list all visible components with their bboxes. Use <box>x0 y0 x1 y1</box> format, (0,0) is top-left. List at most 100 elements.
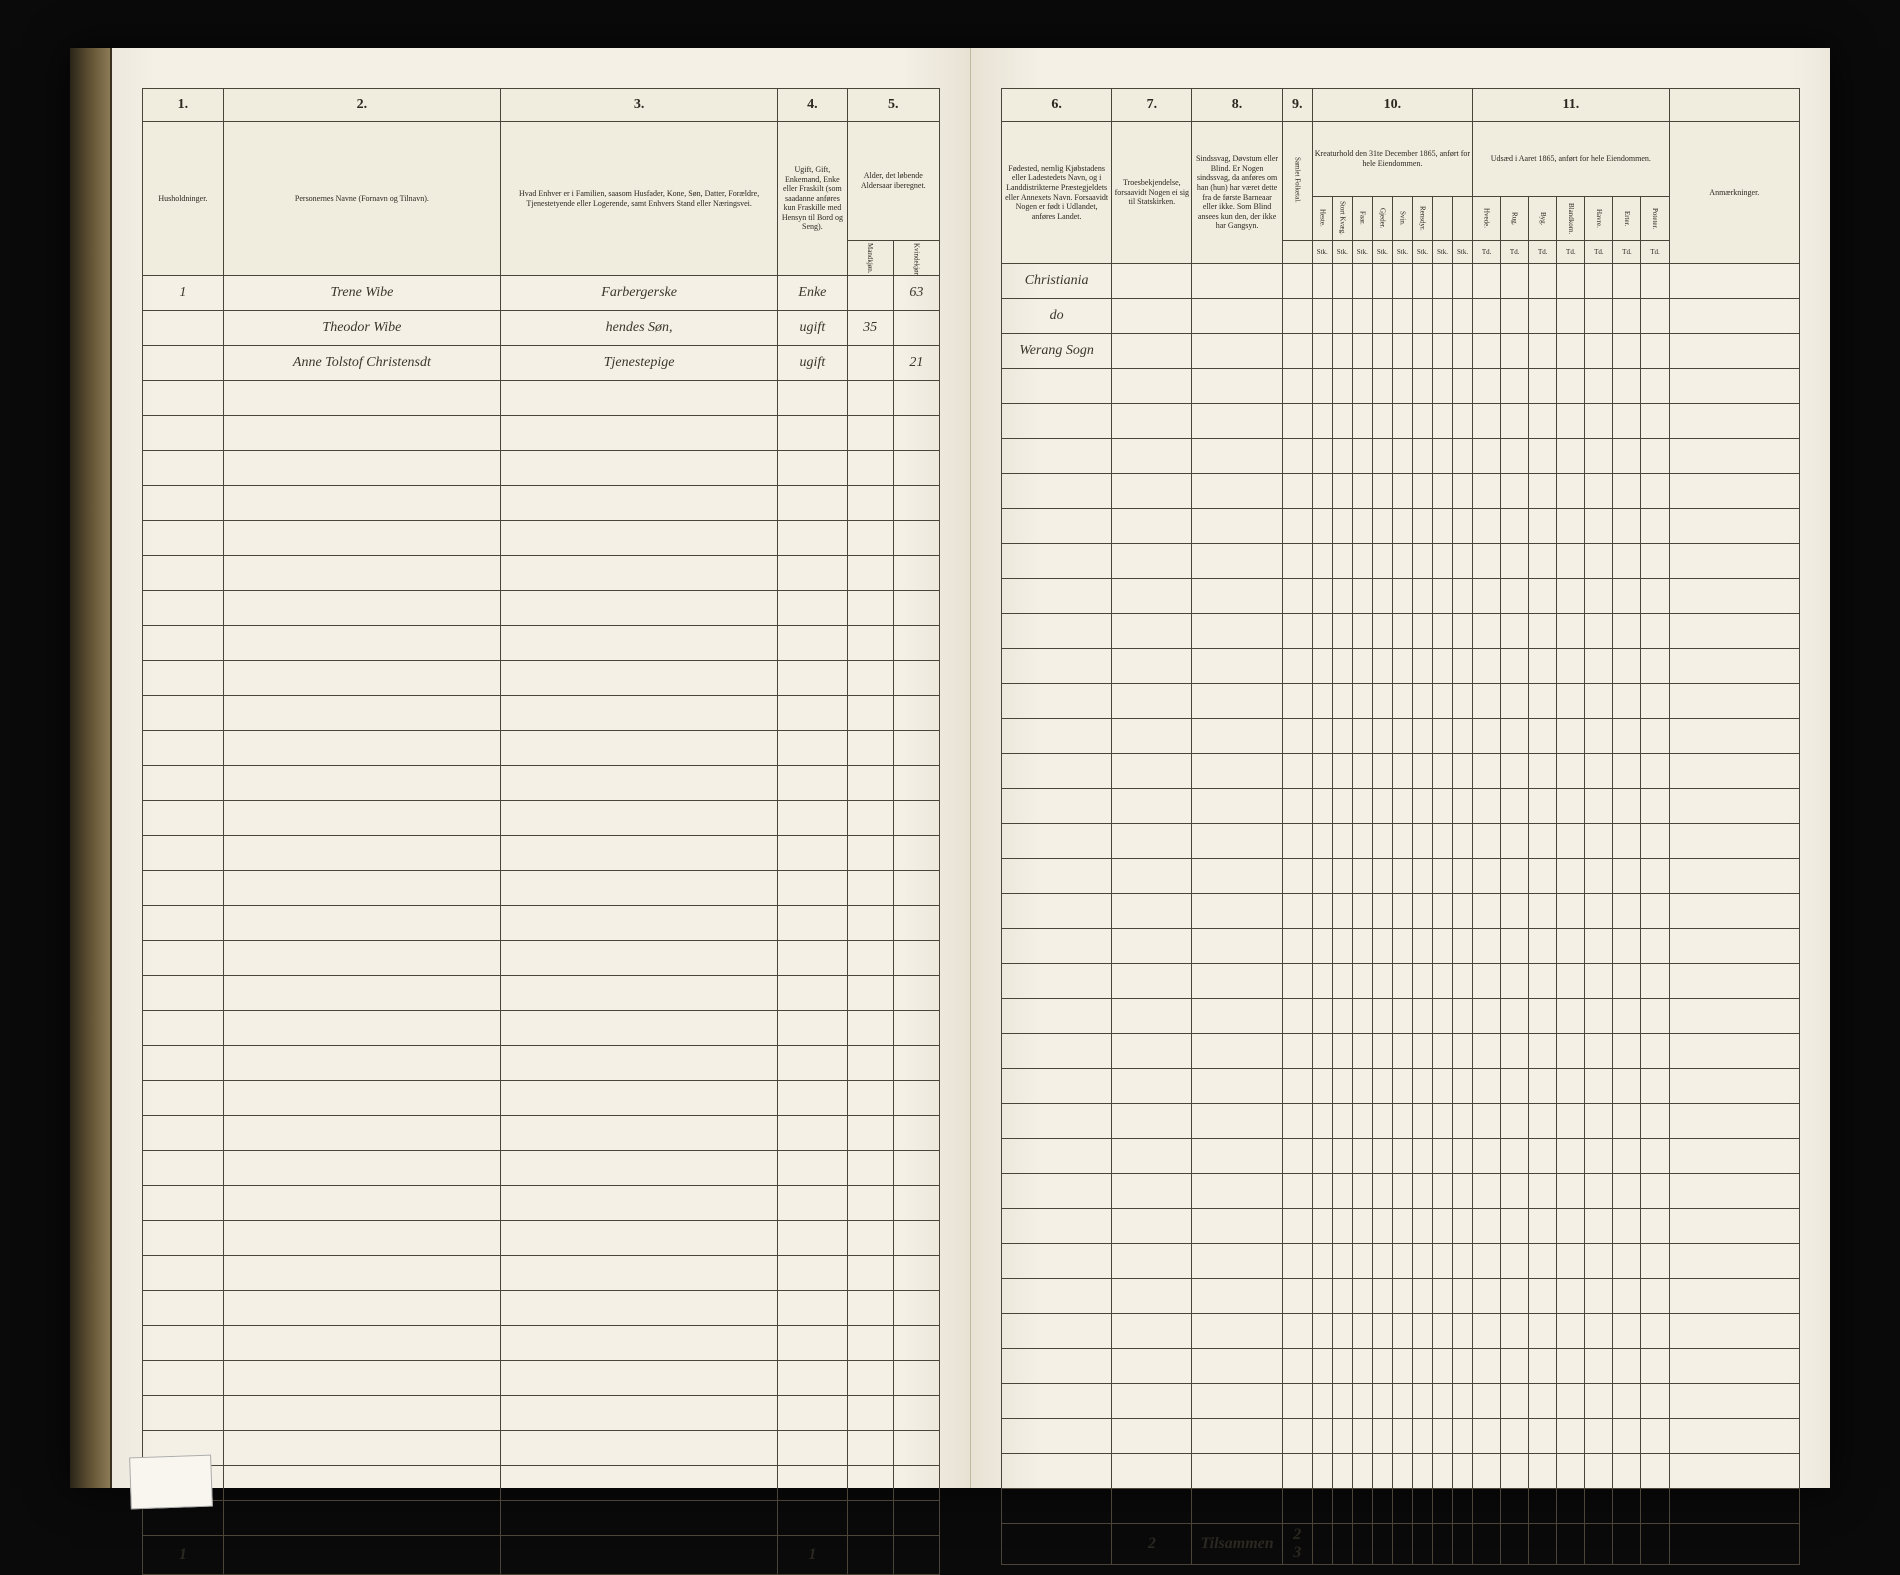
table-row <box>142 976 939 1011</box>
cell <box>1529 1349 1557 1384</box>
cell <box>1332 894 1352 929</box>
cell <box>1312 789 1332 824</box>
cell <box>1332 544 1352 579</box>
cell <box>1192 929 1282 964</box>
col-3-num: 3. <box>501 89 778 122</box>
cell <box>223 836 500 871</box>
cell <box>1352 1139 1372 1174</box>
cell <box>223 556 500 591</box>
cell <box>1001 1174 1111 1209</box>
cell <box>1641 1524 1669 1565</box>
cell <box>1669 404 1799 439</box>
cell <box>1352 579 1372 614</box>
cell <box>1352 1489 1372 1524</box>
cell <box>1557 1524 1585 1565</box>
table-row <box>142 1046 939 1081</box>
cell <box>1372 509 1392 544</box>
cell <box>1412 439 1432 474</box>
cell <box>1372 614 1392 649</box>
cell <box>1112 1419 1192 1454</box>
cell <box>501 1501 778 1536</box>
cell <box>1192 859 1282 894</box>
cell <box>1192 964 1282 999</box>
table-row <box>1001 754 1799 789</box>
cell <box>1453 334 1473 369</box>
cell <box>223 976 500 1011</box>
cell <box>1282 1034 1312 1069</box>
cell <box>1372 1174 1392 1209</box>
cell <box>1112 1454 1192 1489</box>
cell <box>778 1116 847 1151</box>
cell <box>1501 719 1529 754</box>
cell <box>1392 1209 1412 1244</box>
cell <box>1613 1419 1641 1454</box>
cell <box>223 591 500 626</box>
table-row <box>1001 439 1799 474</box>
cell <box>1453 474 1473 509</box>
cell <box>142 731 223 766</box>
cell <box>1669 999 1799 1034</box>
cell <box>142 416 223 451</box>
cell <box>778 416 847 451</box>
cell <box>501 1536 778 1575</box>
cell <box>893 1046 939 1081</box>
cell <box>1332 789 1352 824</box>
cell <box>223 871 500 906</box>
cell <box>1372 1244 1392 1279</box>
cell <box>1669 894 1799 929</box>
cell <box>1312 1384 1332 1419</box>
cell <box>1453 1454 1473 1489</box>
cell <box>142 906 223 941</box>
cell <box>1557 264 1585 299</box>
cell <box>1473 684 1501 719</box>
cell <box>1352 544 1372 579</box>
cell <box>893 1501 939 1536</box>
cell <box>1473 1244 1501 1279</box>
cell <box>1641 439 1669 474</box>
cell <box>1613 754 1641 789</box>
cell <box>1372 1489 1392 1524</box>
cell <box>778 1046 847 1081</box>
cell <box>1501 1349 1529 1384</box>
cell <box>1557 1244 1585 1279</box>
cell <box>1332 369 1352 404</box>
cell <box>1585 1244 1613 1279</box>
cell <box>1332 474 1352 509</box>
unit-cell: Stk. <box>1453 241 1473 264</box>
cell <box>1332 1244 1352 1279</box>
cell <box>1473 509 1501 544</box>
cell <box>1585 369 1613 404</box>
cell <box>1613 1034 1641 1069</box>
cell <box>778 381 847 416</box>
cell <box>1001 1524 1111 1565</box>
cell <box>1352 509 1372 544</box>
cell <box>1412 1524 1432 1565</box>
cell <box>223 696 500 731</box>
cell <box>1192 684 1282 719</box>
cell <box>1585 474 1613 509</box>
cell <box>1641 859 1669 894</box>
cell <box>1392 439 1412 474</box>
cell <box>1112 614 1192 649</box>
cell <box>1332 754 1352 789</box>
cell <box>1585 789 1613 824</box>
cell: Theodor Wibe <box>223 311 500 346</box>
cell <box>1332 824 1352 859</box>
cell <box>1282 614 1312 649</box>
cell <box>1453 1209 1473 1244</box>
cell <box>1613 439 1641 474</box>
cell <box>1332 929 1352 964</box>
cell <box>847 696 893 731</box>
col-4-num: 4. <box>778 89 847 122</box>
col-8-header: Sindssvag, Døvstum eller Blind. Er Nogen… <box>1192 122 1282 264</box>
cell <box>1112 334 1192 369</box>
cell <box>1453 789 1473 824</box>
cell <box>1473 334 1501 369</box>
cell <box>893 1011 939 1046</box>
cell <box>1641 1069 1669 1104</box>
cell <box>1192 1244 1282 1279</box>
cell <box>1613 824 1641 859</box>
table-row <box>1001 1209 1799 1244</box>
table-row <box>142 661 939 696</box>
cell <box>223 1186 500 1221</box>
